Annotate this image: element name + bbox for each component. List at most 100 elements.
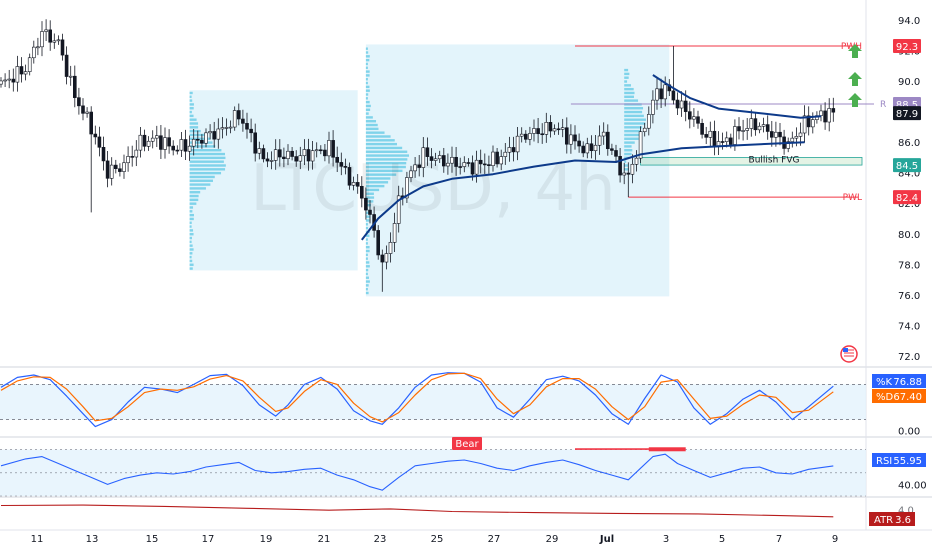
candle-body bbox=[462, 162, 467, 167]
profile-bar bbox=[189, 99, 193, 102]
profile-bar bbox=[189, 175, 215, 179]
price-tick-label: 84.0 bbox=[898, 169, 920, 180]
candle-body bbox=[634, 157, 639, 165]
profile-bar bbox=[189, 236, 192, 240]
candle-body bbox=[405, 177, 409, 199]
candle-body bbox=[64, 54, 69, 77]
profile-bar bbox=[365, 100, 370, 104]
svg-text:88.5: 88.5 bbox=[896, 100, 918, 111]
profile-bar bbox=[189, 202, 197, 205]
profile-bar bbox=[624, 68, 629, 72]
candle-body bbox=[528, 133, 532, 140]
candle-body bbox=[593, 144, 598, 152]
candle-body bbox=[347, 167, 352, 186]
candle-body bbox=[241, 118, 245, 124]
profile-bar bbox=[365, 104, 371, 108]
candle-body bbox=[257, 148, 262, 154]
candle-body bbox=[323, 149, 327, 157]
price-tick-label: 78.0 bbox=[898, 260, 920, 271]
candle-body bbox=[31, 46, 36, 59]
svg-text:92.3: 92.3 bbox=[896, 42, 918, 53]
rsi-line bbox=[0, 453, 834, 491]
candle-body bbox=[265, 158, 270, 162]
profile-bar bbox=[189, 221, 192, 224]
time-tick-label: Jul bbox=[599, 534, 614, 545]
profile-bar bbox=[365, 127, 379, 131]
profile-bar bbox=[624, 126, 643, 129]
candle-body bbox=[499, 156, 504, 165]
level-label-pwl: PWL bbox=[843, 193, 862, 203]
profile-bar bbox=[365, 74, 370, 77]
candle-body bbox=[7, 78, 11, 81]
green-up-arrow-icon bbox=[848, 44, 862, 58]
profile-bar bbox=[624, 129, 641, 133]
price-tag-pwh: 92.3 bbox=[893, 38, 921, 53]
price-tick-label: 86.0 bbox=[898, 138, 920, 149]
profile-bar bbox=[189, 217, 194, 221]
profile-bar bbox=[365, 66, 368, 69]
candle-body bbox=[421, 147, 426, 168]
candle-body bbox=[458, 166, 463, 168]
candle-body bbox=[331, 140, 335, 158]
profile-bar bbox=[189, 267, 193, 270]
level-label-r: R bbox=[880, 100, 886, 110]
candle-body bbox=[146, 140, 151, 147]
candle-body bbox=[0, 80, 3, 85]
candle-body bbox=[167, 137, 171, 147]
candle-body bbox=[81, 105, 85, 114]
candle-body bbox=[224, 127, 229, 129]
candle-body bbox=[831, 108, 836, 113]
profile-bar bbox=[365, 142, 398, 146]
svg-text:82.4: 82.4 bbox=[896, 193, 918, 204]
time-tick-label: 21 bbox=[318, 534, 331, 545]
profile-bar bbox=[624, 122, 646, 125]
candle-body bbox=[302, 149, 307, 157]
candle-body bbox=[552, 128, 557, 132]
candle-body bbox=[359, 185, 364, 199]
candle-body bbox=[163, 137, 167, 150]
profile-bar bbox=[365, 85, 370, 89]
profile-bar bbox=[365, 173, 397, 176]
candle-body bbox=[626, 172, 631, 175]
profile-bar bbox=[624, 76, 629, 79]
atr-tick-label: 4.0 bbox=[898, 505, 914, 516]
profile-bar bbox=[365, 219, 370, 222]
profile-bar bbox=[189, 126, 199, 129]
time-tick-label: 19 bbox=[260, 534, 273, 545]
time-tick-label: 5 bbox=[719, 534, 725, 545]
candle-body bbox=[437, 155, 442, 160]
candle-body bbox=[114, 164, 118, 170]
candle-body bbox=[548, 122, 553, 132]
candle-body bbox=[171, 145, 175, 151]
candle-body bbox=[544, 122, 549, 135]
profile-bar bbox=[624, 80, 628, 83]
profile-bar bbox=[189, 259, 193, 263]
candle-body bbox=[466, 162, 471, 164]
candle-body bbox=[253, 132, 257, 154]
candle-body bbox=[392, 223, 397, 243]
profile-bar bbox=[365, 291, 369, 295]
candle-body bbox=[228, 126, 233, 129]
profile-bar bbox=[365, 284, 369, 287]
candle-body bbox=[105, 160, 110, 179]
profile-bar bbox=[189, 160, 224, 163]
profile-bar bbox=[624, 160, 627, 163]
profile-bar bbox=[365, 131, 385, 134]
svg-text:55.95: 55.95 bbox=[893, 456, 922, 467]
candle-body bbox=[77, 97, 81, 107]
profile-bar bbox=[365, 165, 406, 169]
profile-bar bbox=[365, 280, 370, 283]
candle-body bbox=[659, 88, 663, 100]
svg-text:Bear: Bear bbox=[455, 439, 479, 450]
candle-body bbox=[93, 133, 98, 138]
candle-body bbox=[532, 128, 536, 134]
candle-body bbox=[150, 137, 155, 142]
profile-bar bbox=[365, 268, 369, 272]
candle-body bbox=[778, 131, 782, 138]
profile-bar bbox=[365, 226, 369, 230]
profile-bar bbox=[365, 123, 378, 127]
candle-body bbox=[249, 128, 253, 134]
profile-bar bbox=[365, 116, 373, 119]
profile-bar bbox=[189, 95, 192, 98]
